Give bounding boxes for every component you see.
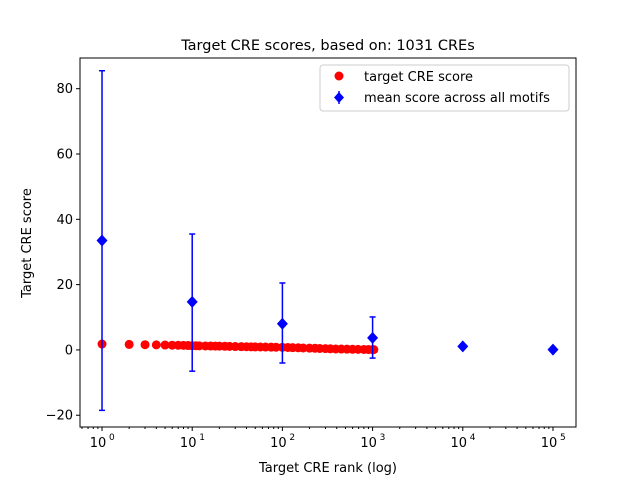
x-tick-label: 10	[541, 436, 558, 451]
red-point	[140, 340, 150, 350]
blue-point	[457, 340, 469, 353]
plot-frame	[79, 57, 577, 428]
y-tick-label: −20	[46, 409, 73, 424]
y-tick-label: 80	[56, 82, 73, 97]
y-axis-label: Target CRE score	[20, 188, 35, 299]
blue-point	[276, 317, 288, 330]
blue-point	[367, 331, 379, 344]
x-tick-exponent: 4	[470, 433, 476, 443]
red-point	[124, 339, 134, 349]
red-point	[160, 340, 170, 350]
x-tick-label: 10	[90, 436, 107, 451]
red-point	[271, 342, 281, 352]
x-tick-label: 10	[270, 436, 287, 451]
y-tick-label: 20	[56, 278, 73, 293]
blue-point	[547, 343, 559, 356]
x-tick-exponent: 3	[380, 433, 386, 443]
blue-point	[186, 295, 198, 308]
legend-label-1: mean score across all motifs	[364, 91, 550, 106]
x-tick-exponent: 0	[109, 433, 115, 443]
legend-label-0: target CRE score	[364, 70, 473, 85]
x-tick-label: 10	[180, 436, 197, 451]
red-point	[151, 340, 161, 350]
x-tick-label: 10	[360, 436, 377, 451]
x-axis-label: Target CRE rank (log)	[258, 461, 397, 476]
legend-marker-blue	[334, 92, 344, 103]
legend-marker-red	[334, 71, 344, 81]
red-point	[369, 345, 379, 355]
chart-title: Target CRE scores, based on: 1031 CREs	[180, 38, 475, 54]
red-point	[298, 343, 308, 353]
y-tick-label: 60	[56, 148, 73, 163]
blue-point	[96, 234, 108, 247]
x-tick-exponent: 1	[199, 433, 205, 443]
legend: target CRE score mean score across all m…	[319, 64, 570, 112]
y-tick-label: 40	[56, 213, 73, 228]
x-tick-label: 10	[451, 436, 468, 451]
x-tick-exponent: 5	[560, 433, 566, 443]
y-tick-label: 0	[65, 343, 73, 358]
x-tick-exponent: 2	[289, 433, 295, 443]
